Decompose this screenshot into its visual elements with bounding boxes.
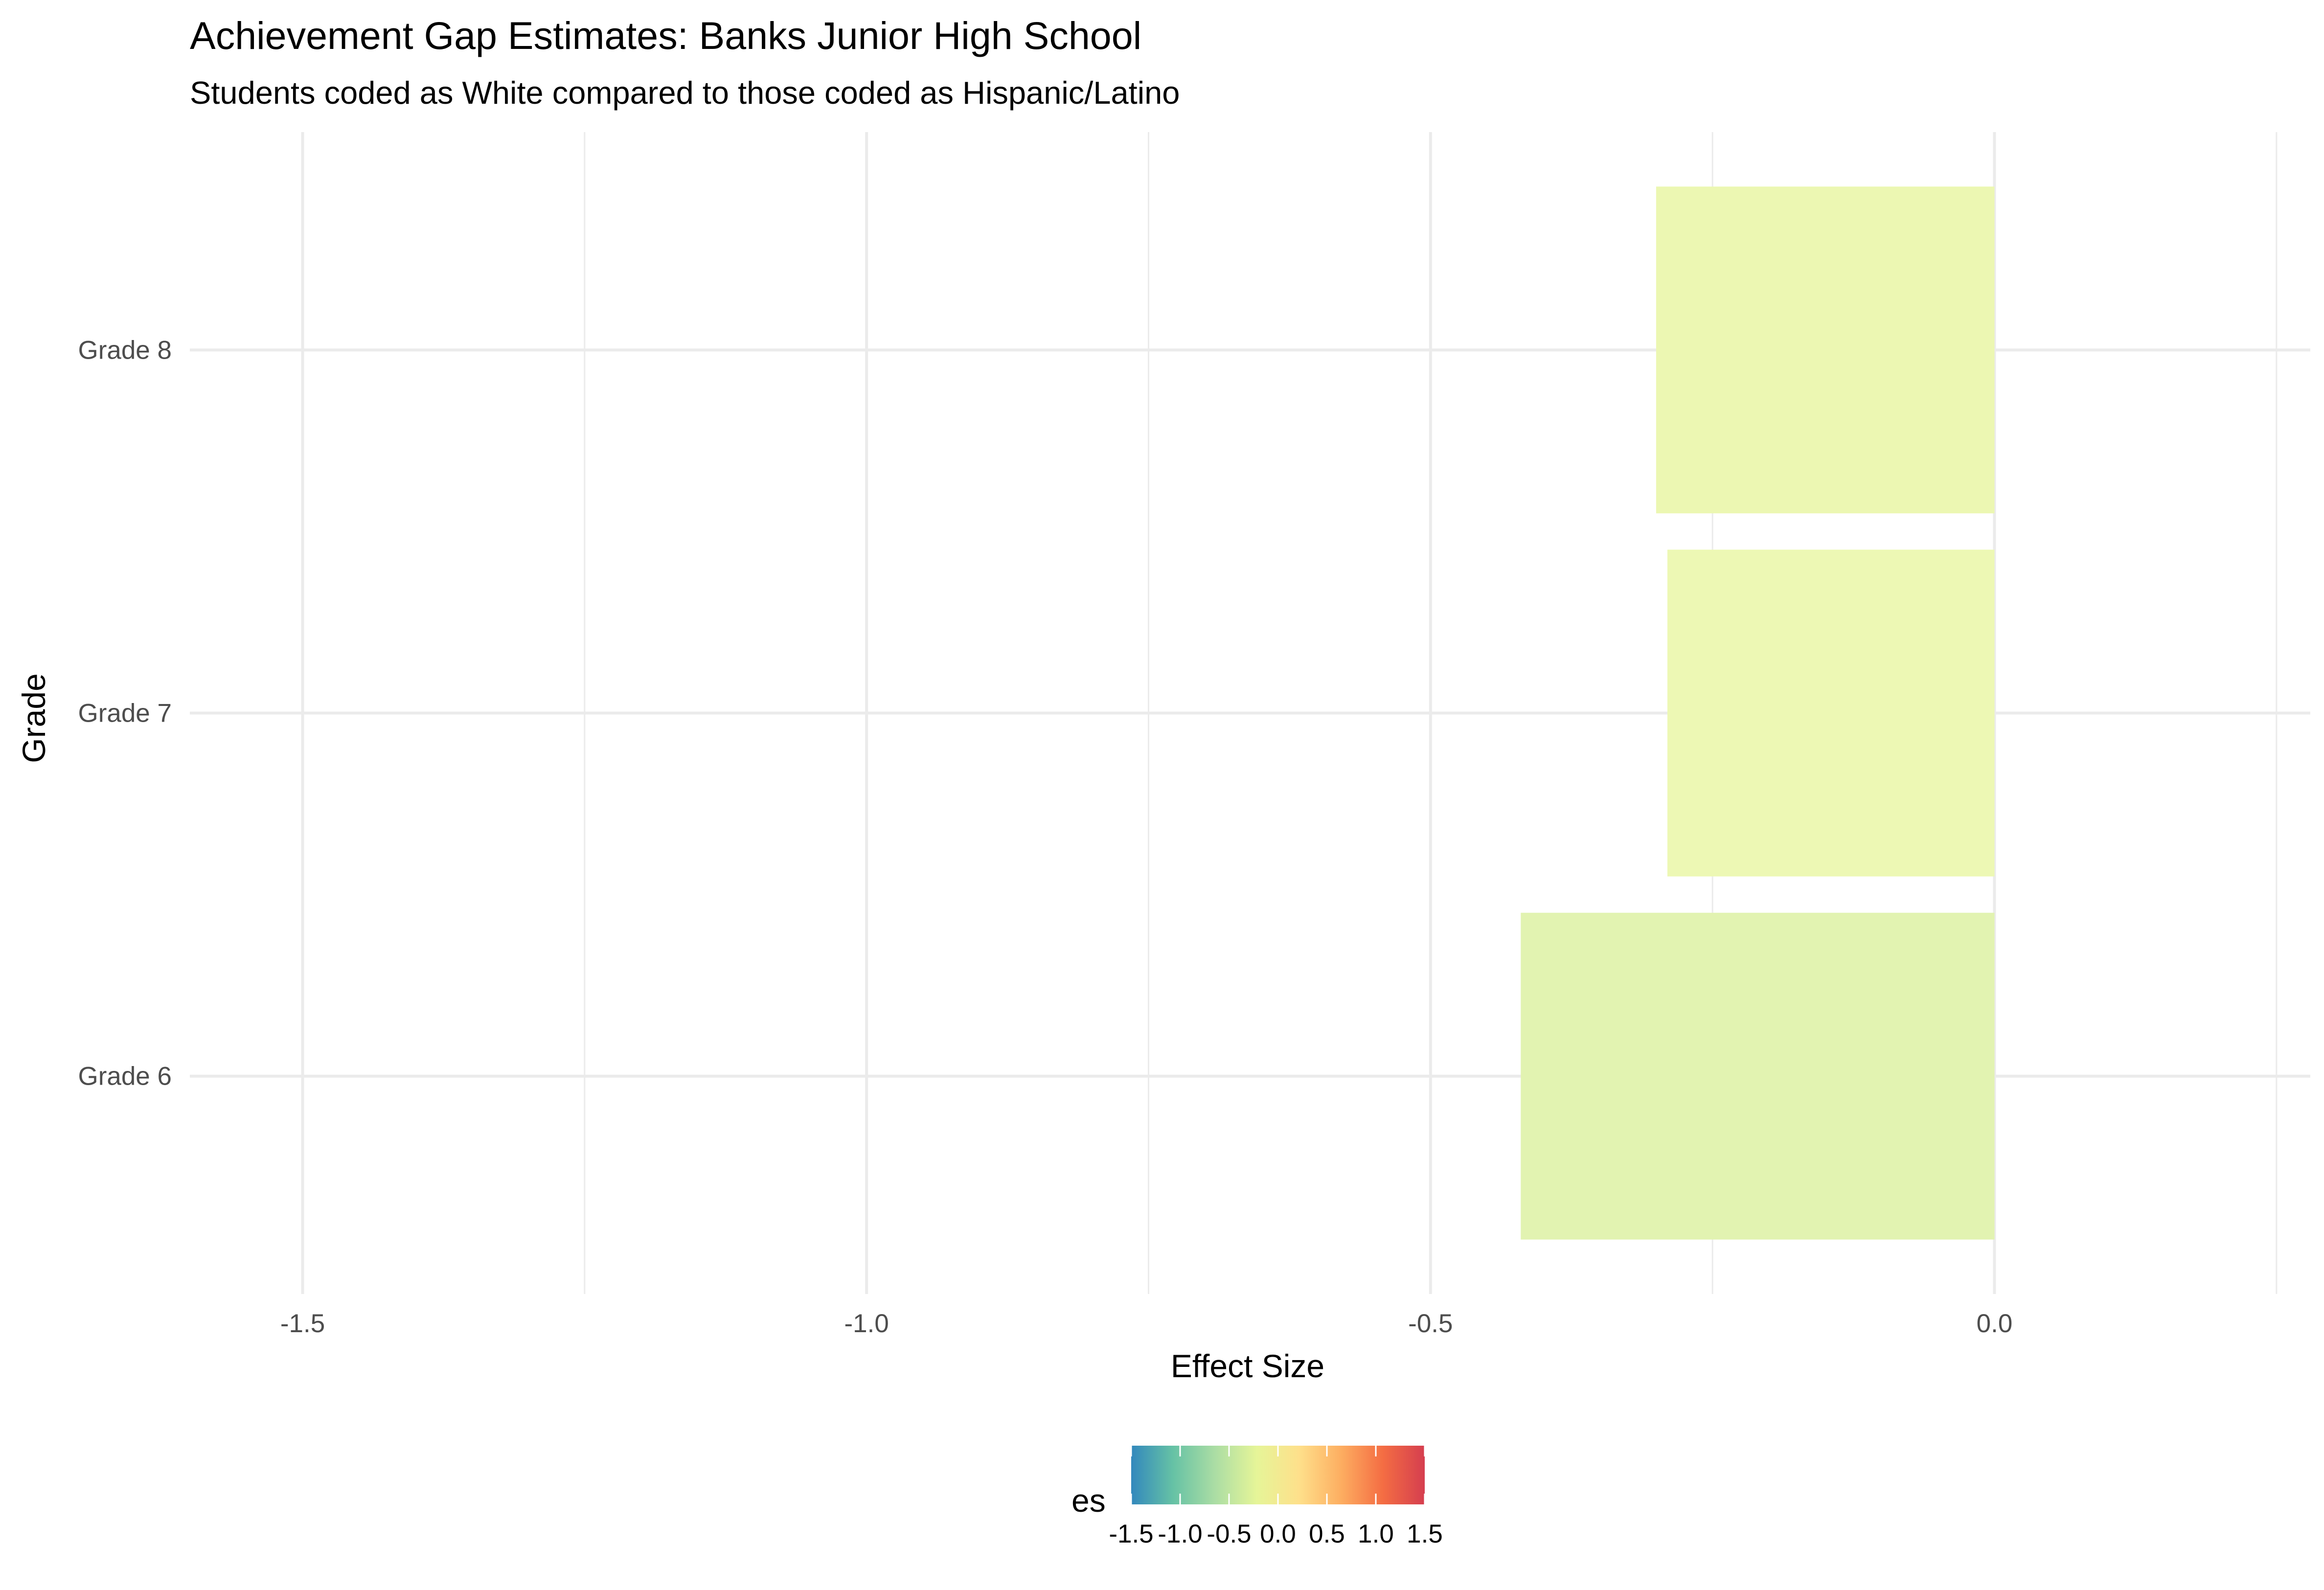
x-axis-title: Effect Size [1171, 1348, 1324, 1384]
x-tick-label: 0.0 [1977, 1309, 2013, 1338]
legend-ticks: -1.5 -1.0 -0.5 0.0 0.5 1.0 1.5 [1109, 1446, 1443, 1548]
x-tick-label: -0.5 [1408, 1309, 1453, 1338]
legend-tick-label: 0.0 [1260, 1520, 1296, 1548]
legend-tick-label: 0.5 [1309, 1520, 1345, 1548]
x-tick-label: -1.0 [844, 1309, 889, 1338]
legend: es -1.5 -1.0 -0.5 0.0 0.5 1.0 1.5 [1071, 1446, 1443, 1548]
chart-subtitle: Students coded as White compared to thos… [190, 75, 1180, 111]
bar [1667, 549, 1995, 877]
chart-title: Achievement Gap Estimates: Banks Junior … [190, 14, 1141, 57]
y-tick-label: Grade 8 [78, 336, 172, 364]
y-tick-label: Grade 6 [78, 1062, 172, 1091]
bar [1521, 912, 1995, 1240]
legend-tick-label: 1.0 [1358, 1520, 1394, 1548]
legend-tick-label: -0.5 [1207, 1520, 1251, 1548]
plot-area: Grade 6 Grade 7 Grade 8 -1.5 -1.0 -0.5 0.0 [78, 132, 2310, 1338]
legend-tick-label: -1.0 [1158, 1520, 1202, 1548]
bar [1656, 186, 1995, 514]
legend-tick-label: -1.5 [1109, 1520, 1153, 1548]
legend-tick-label: 1.5 [1407, 1520, 1443, 1548]
legend-title: es [1071, 1482, 1106, 1519]
x-tick-label: -1.5 [280, 1309, 325, 1338]
y-axis-title: Grade [16, 673, 52, 763]
y-tick-label: Grade 7 [78, 699, 172, 728]
